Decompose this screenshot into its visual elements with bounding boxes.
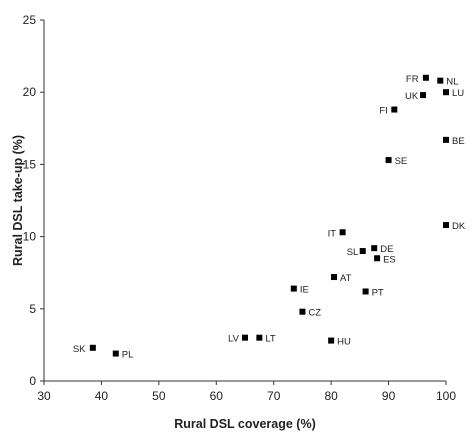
axes (40, 19, 447, 385)
data-point-marker (437, 77, 444, 84)
data-point-label: PL (122, 350, 134, 361)
x-tick-label: 50 (152, 389, 166, 403)
data-point-marker (112, 350, 119, 357)
y-tick-label: 5 (29, 302, 36, 316)
data-point-label: SE (395, 156, 408, 167)
data-point-marker (299, 308, 306, 315)
axis-titles: Rural DSL coverage (%) Rural DSL take-up… (11, 135, 316, 431)
data-point-label: IE (300, 285, 309, 296)
data-point-marker (371, 245, 378, 252)
x-tick-label: 100 (436, 389, 456, 403)
data-point-label: LU (452, 88, 464, 99)
x-tick-label: 90 (382, 389, 396, 403)
y-tick-label: 15 (23, 157, 37, 171)
data-point-label: LT (265, 334, 276, 345)
x-tick-label: 70 (267, 389, 281, 403)
x-tick-label: 60 (210, 389, 224, 403)
x-axis-title: Rural DSL coverage (%) (174, 417, 315, 431)
data-point-marker (331, 274, 338, 281)
data-point-marker (339, 229, 346, 236)
data-point-label: DE (380, 244, 393, 255)
data-point-label: ES (383, 254, 396, 265)
data-point-marker (443, 89, 449, 96)
data-point-marker (328, 337, 335, 344)
data-point-marker (256, 334, 263, 341)
y-tick-label: 0 (29, 374, 36, 388)
data-point-label: BE (452, 136, 465, 147)
x-tick-label: 40 (95, 389, 109, 403)
data-point-label: SK (73, 344, 86, 355)
data-point-marker (443, 136, 449, 143)
tick-labels: 30 40 50 60 70 80 90 100 0 5 10 15 20 25 (23, 13, 457, 403)
data-point-marker (242, 334, 248, 341)
data-point-marker (290, 285, 297, 292)
data-points: FR NL UK LU FI BE SE DK IT DE SL ES AT IE PT CZ LV LT HU SK… (73, 74, 466, 361)
x-tick-label: 80 (324, 389, 338, 403)
data-point-marker (443, 222, 449, 229)
y-tick-label: 20 (23, 85, 37, 99)
data-point-label: PT (372, 287, 384, 298)
data-point-label: HU (337, 337, 351, 348)
data-point-label: FI (379, 106, 387, 117)
y-axis-title: Rural DSL take-up (%) (11, 135, 25, 266)
data-point-label: AT (340, 273, 352, 284)
data-point-label: SL (347, 247, 359, 258)
data-point-marker (420, 92, 427, 99)
data-point-marker (422, 74, 429, 81)
y-tick-label: 10 (23, 230, 37, 244)
data-point-marker (391, 106, 398, 113)
data-point-label: FR (406, 74, 419, 85)
data-point-label: NL (446, 77, 458, 88)
data-point-marker (385, 157, 392, 164)
data-point-label: LV (228, 334, 240, 345)
data-point-label: DK (452, 221, 466, 232)
data-point-label: UK (405, 91, 419, 102)
x-tick-label: 30 (37, 389, 51, 403)
data-point-label: CZ (308, 308, 321, 319)
data-point-marker (359, 248, 366, 255)
data-point-marker (374, 255, 381, 262)
data-point-marker (362, 288, 369, 295)
data-point-marker (89, 344, 96, 351)
y-tick-label: 25 (23, 13, 37, 27)
data-point-label: IT (328, 228, 337, 239)
